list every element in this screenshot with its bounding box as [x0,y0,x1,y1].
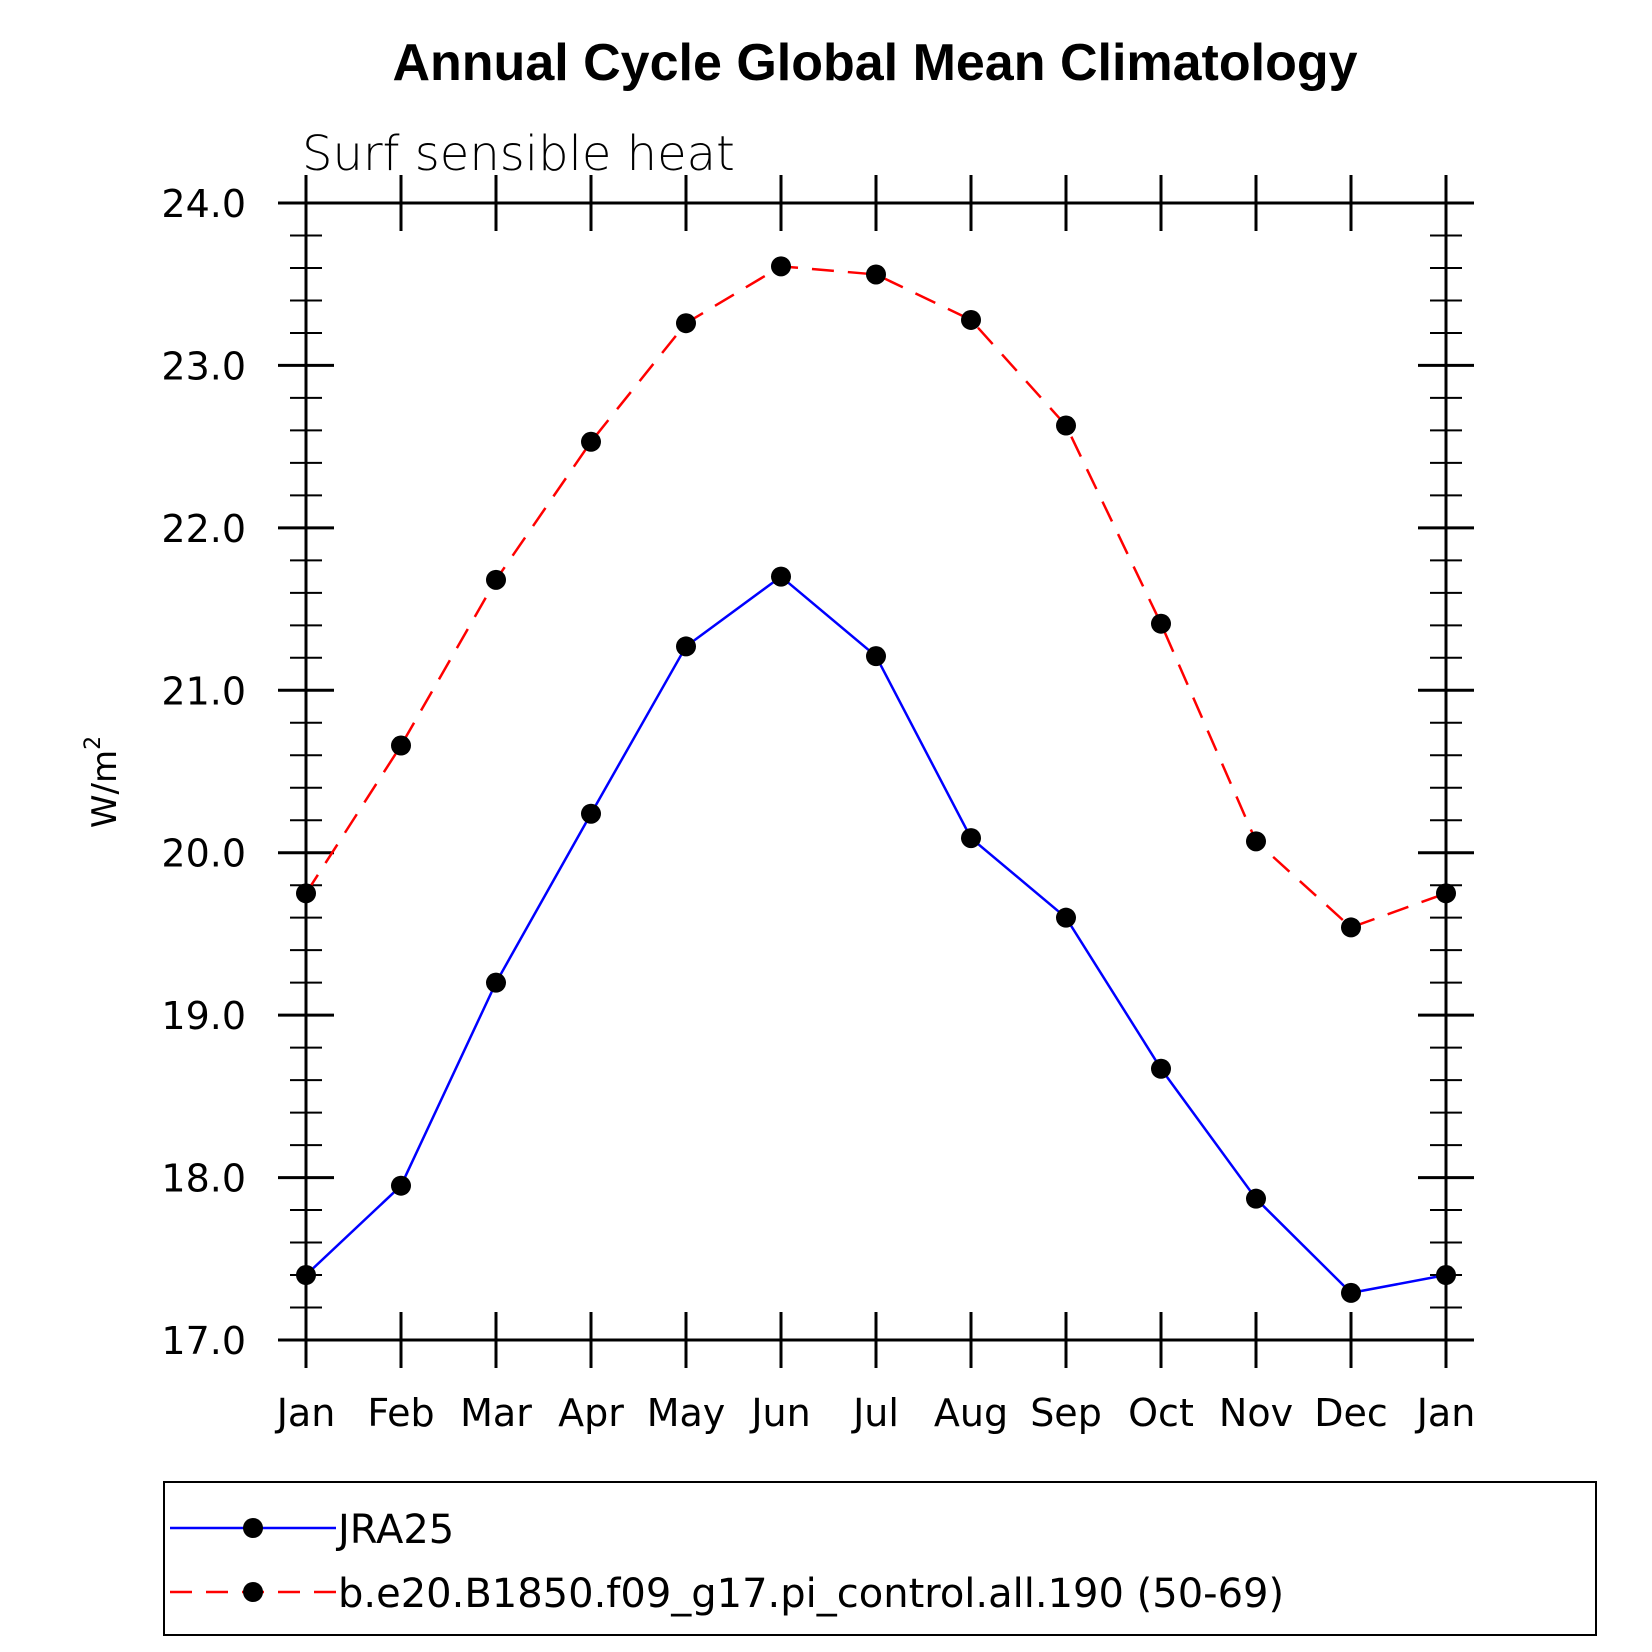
legend: JRA25 b.e20.B1850.f09_g17.pi_control.all.… [163,1481,1597,1636]
x-tick-label: May [647,1391,726,1435]
x-tick-label: Aug [934,1391,1008,1435]
data-point [581,803,601,824]
data-point [1056,907,1076,928]
data-point [296,1265,316,1286]
data-point [866,264,886,285]
y-tick-label: 23.0 [161,344,246,388]
chart-title: Annual Cycle Global Mean Climatology [392,34,1357,92]
data-point [486,972,506,993]
legend-label-1: b.e20.B1850.f09_g17.pi_control.all.190 (… [338,1571,1284,1617]
data-point [961,828,981,849]
x-tick-label: Sep [1030,1391,1102,1435]
plot-axes: Jan Feb Mar Apr May Jun Jul Aug Sep Oct Nov Dec Jan 1… [161,175,1475,1435]
data-point [1151,613,1171,634]
x-tick-label: Feb [367,1391,434,1435]
data-point [771,566,791,587]
y-tick-label: 20.0 [161,832,246,876]
data-point [296,883,316,904]
y-tick-label: 24.0 [161,182,246,226]
data-point [1246,1188,1266,1209]
y-axis-label-superscript: 2 [81,736,106,750]
series-line-0 [305,574,1447,1295]
legend-box [163,1481,1597,1636]
data-point [771,256,791,277]
data-point [391,1175,411,1196]
y-tick-label: 18.0 [161,1157,246,1201]
data-point [486,569,506,590]
y-axis-label-text: W/m [85,750,125,828]
svg-text:W/m2: W/m2 [81,736,125,828]
data-point [1436,883,1456,904]
data-point [1341,1282,1361,1303]
x-tick-label: Apr [558,1391,624,1435]
y-tick-label: 19.0 [161,994,246,1038]
legend-marker-1 [243,1582,263,1602]
data-point [1151,1058,1171,1079]
series-layer [296,256,1456,1303]
data-point [391,735,411,756]
plot-frame [304,201,1448,1342]
data-point [1436,1265,1456,1286]
data-point [676,313,696,334]
x-tick-label: Jan [1415,1391,1476,1435]
x-tick-label: Jul [851,1391,899,1435]
y-axis-label: W/m2 [81,736,125,828]
x-tick-label: Jun [749,1391,810,1435]
x-tick-label: Dec [1314,1391,1388,1435]
data-point [866,646,886,667]
series-line-1 [304,265,1447,929]
x-tick-label: Oct [1128,1391,1194,1435]
chart-subtitle: Surf sensible heat [302,126,735,182]
x-tick-label: Mar [460,1391,532,1435]
data-point [676,636,696,657]
data-point [961,309,981,330]
data-point [1341,917,1361,938]
y-tick-label: 21.0 [161,669,246,713]
y-tick-label: 17.0 [161,1319,246,1363]
x-tick-label: Jan [275,1391,336,1435]
data-point [581,431,601,452]
legend-marker-0 [243,1518,263,1538]
y-tick-label: 22.0 [161,507,246,551]
data-point [1246,831,1266,852]
legend-label-0: JRA25 [335,1507,454,1553]
x-tick-label: Nov [1219,1391,1293,1435]
data-point [1056,415,1076,436]
